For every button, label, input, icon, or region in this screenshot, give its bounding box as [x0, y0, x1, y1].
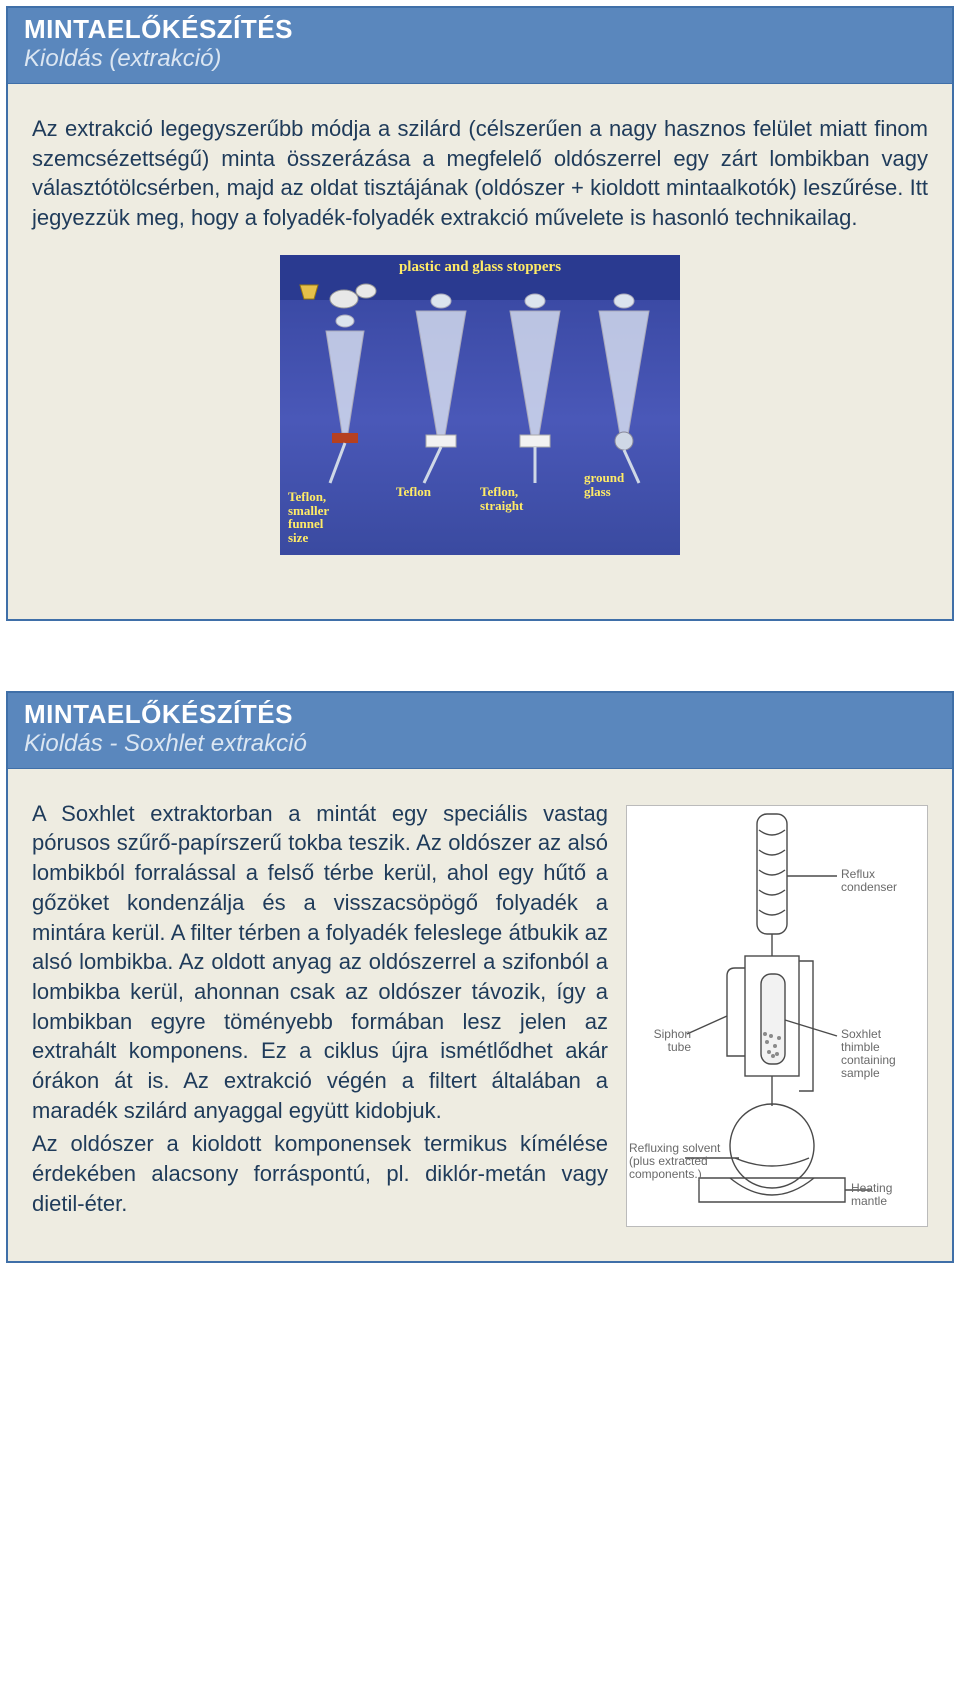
fig2-label-siphon: Siphon tube [633, 1028, 691, 1054]
fig2-label-solvent: Refluxing solvent (plus extracted compon… [629, 1142, 725, 1182]
fig2-label-mantle: Heating mantle [851, 1182, 927, 1208]
card1-paragraph: Az extrakció legegyszerűbb módja a szilá… [32, 114, 928, 233]
card2-subtitle: Kioldás - Soxhlet extrakció [24, 730, 936, 758]
funnel-4-icon [585, 275, 663, 485]
figure-soxhlet-diagram: Reflux condenser Siphon tube Soxhlet thi… [626, 805, 928, 1227]
fig1-label-2: Teflon [396, 485, 431, 499]
card1-subtitle: Kioldás (extrakció) [24, 45, 936, 73]
funnel-2-icon [402, 275, 480, 485]
fig1-label-1: Teflon, smaller funnel size [288, 490, 362, 545]
card-header: MINTAELŐKÉSZÍTÉS Kioldás (extrakció) [8, 8, 952, 84]
fig1-label-3: Teflon, straight [480, 485, 552, 512]
card1-body: Az extrakció legegyszerűbb módja a szilá… [8, 84, 952, 619]
fig2-label-thimble: Soxhlet thimble containing sample [841, 1028, 923, 1081]
funnel-1-icon [310, 295, 380, 485]
card-mintaelokeszites-soxhlet: MINTAELŐKÉSZÍTÉS Kioldás - Soxhlet extra… [6, 691, 954, 1263]
fig2-label-reflux: Reflux condenser [841, 868, 927, 894]
funnel-3-icon [496, 275, 574, 485]
figure-separating-funnels: plastic and glass stoppers [280, 255, 680, 555]
card2-title: MINTAELŐKÉSZÍTÉS [24, 699, 936, 730]
card-header: MINTAELŐKÉSZÍTÉS Kioldás - Soxhlet extra… [8, 693, 952, 769]
fig1-label-4: ground glass [584, 471, 646, 498]
card1-title: MINTAELŐKÉSZÍTÉS [24, 14, 936, 45]
card2-body: Reflux condenser Siphon tube Soxhlet thi… [8, 769, 952, 1261]
card-mintaelokeszites-extrakcio: MINTAELŐKÉSZÍTÉS Kioldás (extrakció) Az … [6, 6, 954, 621]
